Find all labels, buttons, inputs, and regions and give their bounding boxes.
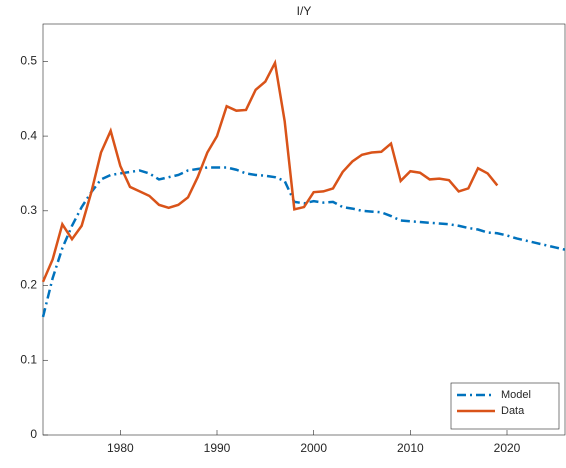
x-tick-label: 2000 xyxy=(300,441,327,455)
y-tick-label: 0.3 xyxy=(20,203,37,217)
legend-box xyxy=(450,382,560,430)
x-tick-label: 1980 xyxy=(107,441,134,455)
legend-label: Model xyxy=(501,389,531,401)
y-tick-label: 0.4 xyxy=(20,128,37,142)
legend-label: Data xyxy=(501,405,525,417)
x-tick-label: 2010 xyxy=(397,441,424,455)
y-tick-label: 0.2 xyxy=(20,278,37,292)
plot-area xyxy=(42,23,566,436)
x-tick-label: 2020 xyxy=(494,441,521,455)
series-line xyxy=(41,58,499,283)
x-tick-label: 1990 xyxy=(204,441,231,455)
chart-title: I/Y xyxy=(297,4,312,18)
y-tick-label: 0.1 xyxy=(20,352,37,366)
y-tick-label: 0.5 xyxy=(20,54,37,68)
series-line xyxy=(41,166,566,318)
y-tick-label: 0 xyxy=(30,427,37,441)
